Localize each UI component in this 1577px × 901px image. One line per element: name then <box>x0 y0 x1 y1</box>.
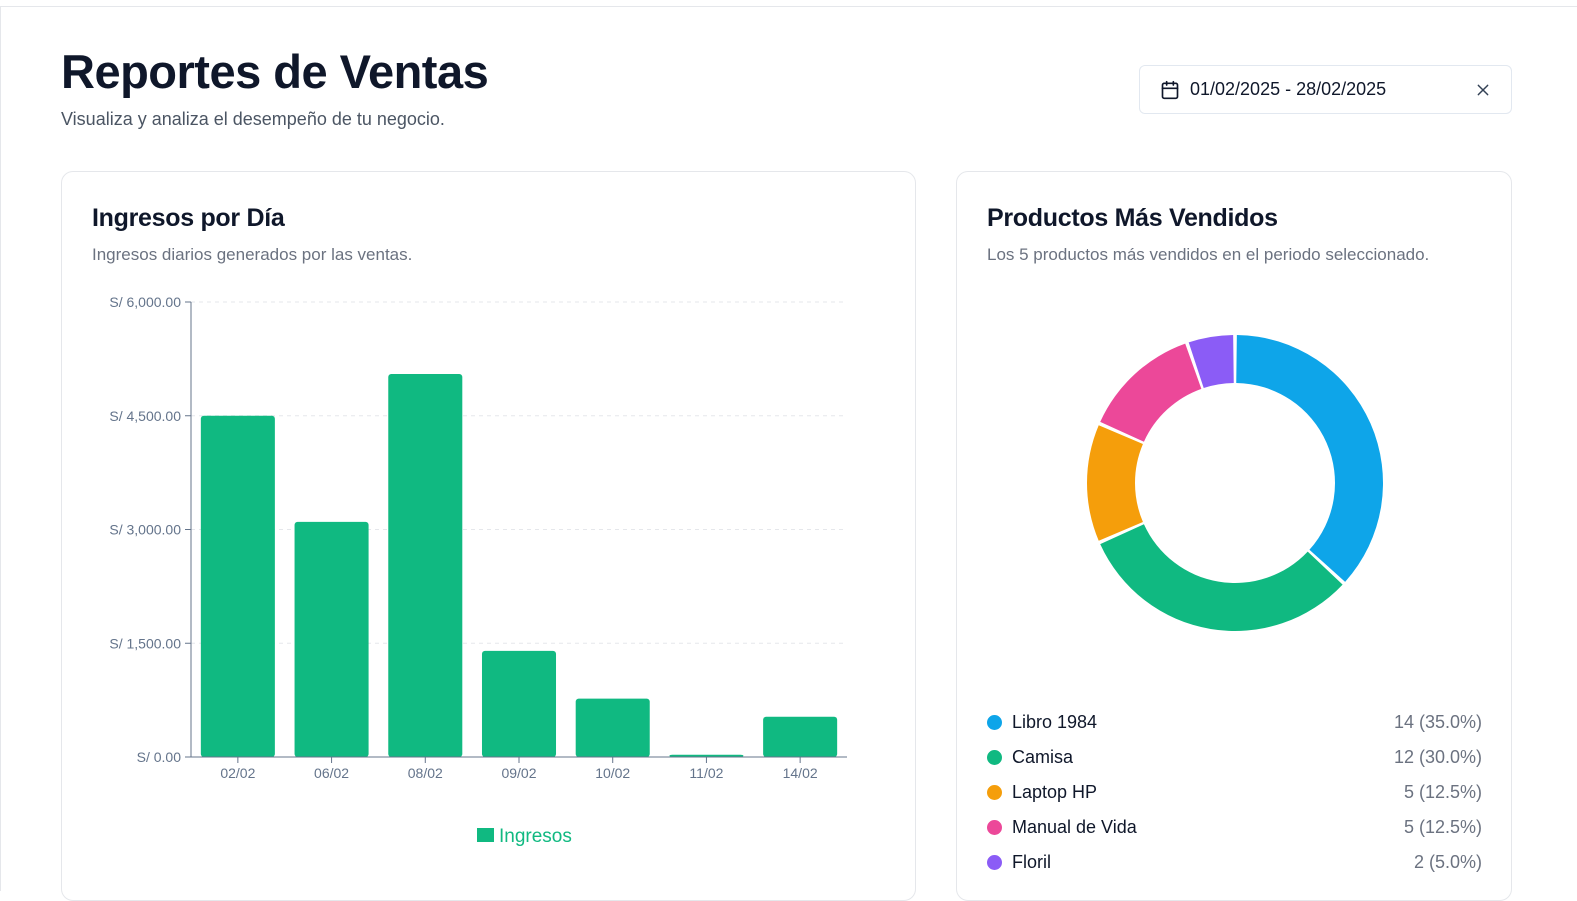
date-range-picker[interactable]: 01/02/2025 - 28/02/2025 <box>1139 65 1512 114</box>
legend-dot <box>987 749 1002 765</box>
products-card-title: Productos Más Vendidos <box>987 204 1278 232</box>
legend-item: Floril 2 (5.0%) <box>987 850 1482 874</box>
legend-dot <box>987 784 1002 800</box>
close-icon[interactable] <box>1475 82 1491 98</box>
y-tick-label: S/ 6,000.00 <box>109 294 181 310</box>
slice-floril <box>1188 335 1234 389</box>
legend-dot <box>987 819 1002 835</box>
revenue-card-description: Ingresos diarios generados por las venta… <box>92 245 413 264</box>
revenue-card-title: Ingresos por Día <box>92 204 285 232</box>
bar-09/02 <box>481 650 557 757</box>
x-tick-label: 06/02 <box>314 765 349 781</box>
bar-06/02 <box>294 521 369 757</box>
legend-item-value: 14 (35.0%) <box>1393 711 1482 732</box>
x-tick-label: 14/02 <box>783 765 818 781</box>
revenue-card: Ingresos por Día Ingresos diarios genera… <box>61 171 916 901</box>
legend-dot <box>987 714 1002 730</box>
date-range-value: 01/02/2025 - 28/02/2025 <box>1190 79 1387 99</box>
products-card-description: Los 5 productos más vendidos en el perio… <box>987 245 1430 264</box>
y-tick-label: S/ 1,500.00 <box>109 635 181 651</box>
slice-camisa <box>1100 524 1343 631</box>
x-tick-label: 10/02 <box>595 765 630 781</box>
legend-item-name: Floril <box>1012 851 1051 872</box>
legend-item: Laptop HP 5 (12.5%) <box>987 780 1482 804</box>
app-frame <box>0 6 1577 891</box>
bar-08/02 <box>388 374 463 757</box>
slice-manual-de-vida <box>1100 343 1202 442</box>
revenue-bar-chart: S/ 0.00 S/ 1,500.00 S/ 3,000.00 S/ 4,500.00… <box>109 294 847 847</box>
x-tick-label: 02/02 <box>220 765 255 781</box>
slice-laptop-hp <box>1087 425 1143 541</box>
products-donut-chart <box>1087 335 1383 631</box>
legend-label: Ingresos <box>499 826 572 847</box>
y-tick-label: S/ 0.00 <box>137 749 182 765</box>
x-tick-label: 08/02 <box>408 765 443 781</box>
legend-item: Camisa 12 (30.0%) <box>987 745 1482 769</box>
legend-item: Manual de Vida 5 (12.5%) <box>987 815 1482 839</box>
legend-item-value: 5 (12.5%) <box>1403 816 1482 837</box>
y-tick-label: S/ 4,500.00 <box>109 408 181 424</box>
legend-dot <box>987 854 1002 870</box>
bar-02/02 <box>200 415 275 757</box>
slice-libro-1984 <box>1236 335 1383 582</box>
legend-item-value: 12 (30.0%) <box>1393 746 1482 767</box>
page-title: Reportes de Ventas <box>61 45 489 98</box>
legend-item-name: Laptop HP <box>1012 781 1098 802</box>
products-card: Productos Más Vendidos Los 5 productos m… <box>956 171 1512 901</box>
bar-14/02 <box>763 716 838 757</box>
legend-item-name: Camisa <box>1012 746 1074 767</box>
legend-item-name: Manual de Vida <box>1012 816 1137 837</box>
calendar-icon <box>1161 80 1179 99</box>
legend-item-value: 2 (5.0%) <box>1413 851 1482 872</box>
legend-item-name: Libro 1984 <box>1012 711 1098 732</box>
bar-10/02 <box>575 698 650 757</box>
y-tick-label: S/ 3,000.00 <box>109 522 181 538</box>
x-tick-label: 11/02 <box>689 765 723 781</box>
bar-11/02 <box>669 754 744 757</box>
legend-item: Libro 1984 14 (35.0%) <box>987 710 1482 734</box>
x-tick-label: 09/02 <box>501 765 536 781</box>
page-subtitle: Visualiza y analiza el desempeño de tu n… <box>61 109 445 129</box>
legend-item-value: 5 (12.5%) <box>1403 781 1482 802</box>
legend-swatch <box>477 828 494 842</box>
